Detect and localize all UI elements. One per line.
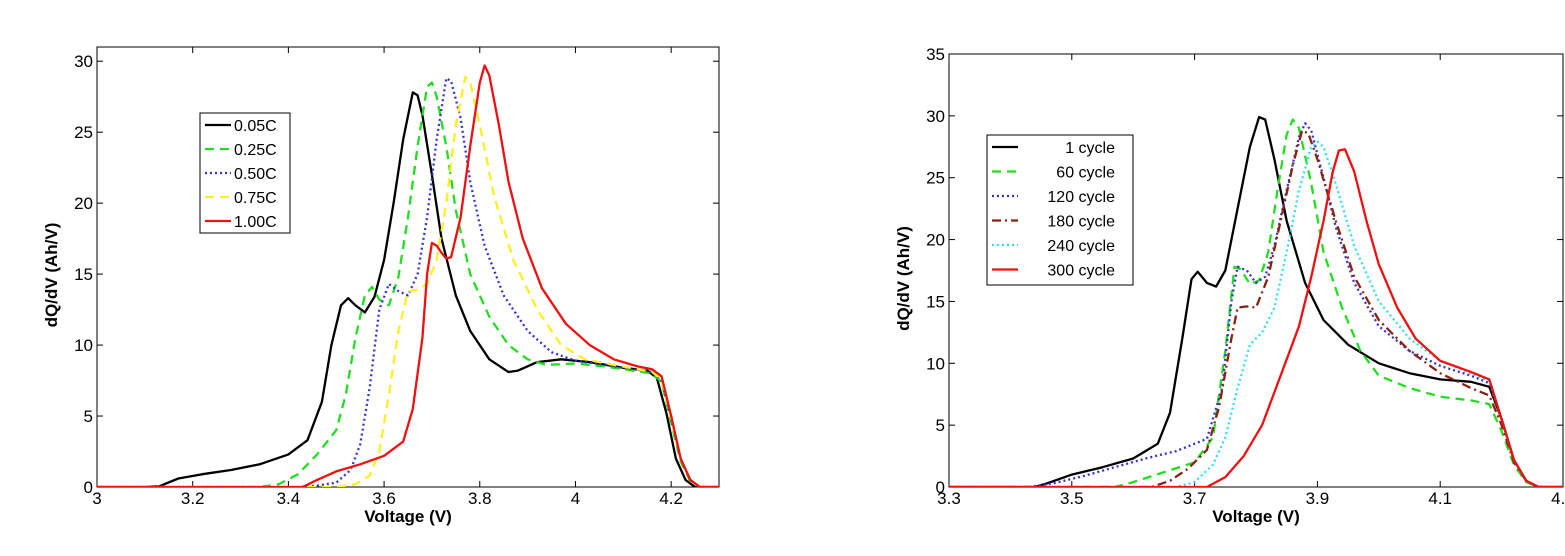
y-tick-label: 10 [926,354,945,373]
y-tick-label: 0 [936,478,945,497]
y-tick-label: 35 [926,45,945,64]
x-tick-label: 3.5 [1060,489,1084,508]
x-tick-label: 3.4 [277,489,301,508]
x-tick-label: 4.2 [659,489,683,508]
x-tick-label: 3.2 [181,489,205,508]
series-line-180-cycle [949,129,1563,487]
series-line-300-cycle [949,148,1563,487]
series-line-1-00c [97,64,719,487]
x-tick-label: 3.3 [937,489,961,508]
legend-label: 60 cycle [1056,165,1115,182]
y-tick-label: 25 [926,169,945,188]
x-tick-label: 3.6 [372,489,396,508]
legend: 1 cycle 60 cycle 120 cycle 180 cycle 240 cyc… [986,134,1134,286]
series-line-0-50c [97,77,719,487]
chart-2: 3.3 3.5 3.7 3.9 4.1 4.3 0 5 10 15 20 25 30 35 Voltage … [894,45,1565,526]
legend-label: 300 cycle [1047,263,1115,280]
legend-label: 0.05C [234,118,277,135]
y-tick-label: 10 [74,336,93,355]
legend-label: 180 cycle [1047,214,1115,231]
y-tick-label: 25 [74,123,93,142]
legend-label: 0.50C [234,166,277,183]
y-tick-label: 5 [936,416,945,435]
legend-box [986,134,1134,286]
legend-label: 240 cycle [1047,238,1115,255]
y-tick-label: 20 [74,194,93,213]
y-tick-label: 20 [926,231,945,250]
x-tick-label: 3.7 [1183,489,1207,508]
y-tick-label: 5 [84,407,93,426]
series-group [949,115,1563,487]
y-axis-label: dQ/dV (Ah/V) [894,226,913,331]
x-tick-label: 4.1 [1428,489,1452,508]
y-tick-label: 15 [926,292,945,311]
y-axis-label: dQ/dV (Ah/V) [42,223,61,328]
series-line-1-cycle [949,115,1563,487]
chart-1: 3 3.2 3.4 3.6 3.8 4 4.2 0 5 10 15 20 25 30 Voltage (V)… [42,46,720,526]
legend: 0.05C 0.25C 0.50C 0.75C 1.00C [199,112,291,234]
x-tick-label: 4 [571,489,580,508]
y-tick-label: 0 [84,478,93,497]
x-axis-label: Voltage (V) [364,507,452,526]
legend-label: 1 cycle [1065,140,1115,157]
x-axis-label: Voltage (V) [1212,507,1300,526]
y-tick-label: 15 [74,265,93,284]
y-tick-label: 30 [74,52,93,71]
x-tick-label: 3.8 [468,489,492,508]
legend-label: 0.25C [234,142,277,159]
y-tick-label: 30 [926,107,945,126]
x-tick-label: 3.9 [1306,489,1330,508]
series-group [97,64,719,487]
legend-label: 0.75C [234,190,277,207]
series-line-0-25c [97,81,719,487]
x-tick-label: 3 [92,489,101,508]
legend-label: 1.00C [234,214,277,231]
x-tick-label: 4.3 [1551,489,1565,508]
legend-label: 120 cycle [1047,189,1115,206]
series-line-120-cycle [949,122,1563,487]
